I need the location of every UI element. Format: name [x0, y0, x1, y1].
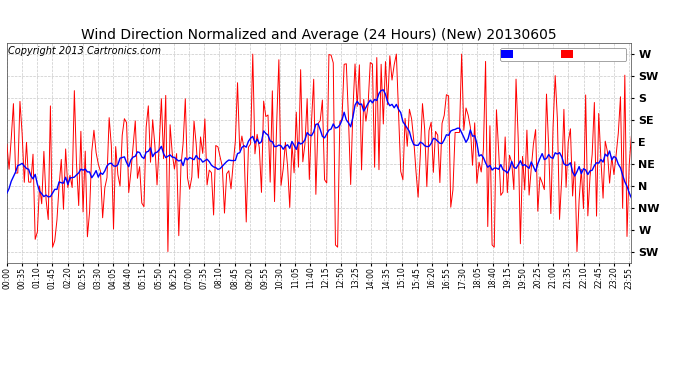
Title: Wind Direction Normalized and Average (24 Hours) (New) 20130605: Wind Direction Normalized and Average (2…: [81, 28, 557, 42]
Legend: Average, Direction: Average, Direction: [500, 48, 627, 61]
Text: Copyright 2013 Cartronics.com: Copyright 2013 Cartronics.com: [8, 46, 161, 56]
